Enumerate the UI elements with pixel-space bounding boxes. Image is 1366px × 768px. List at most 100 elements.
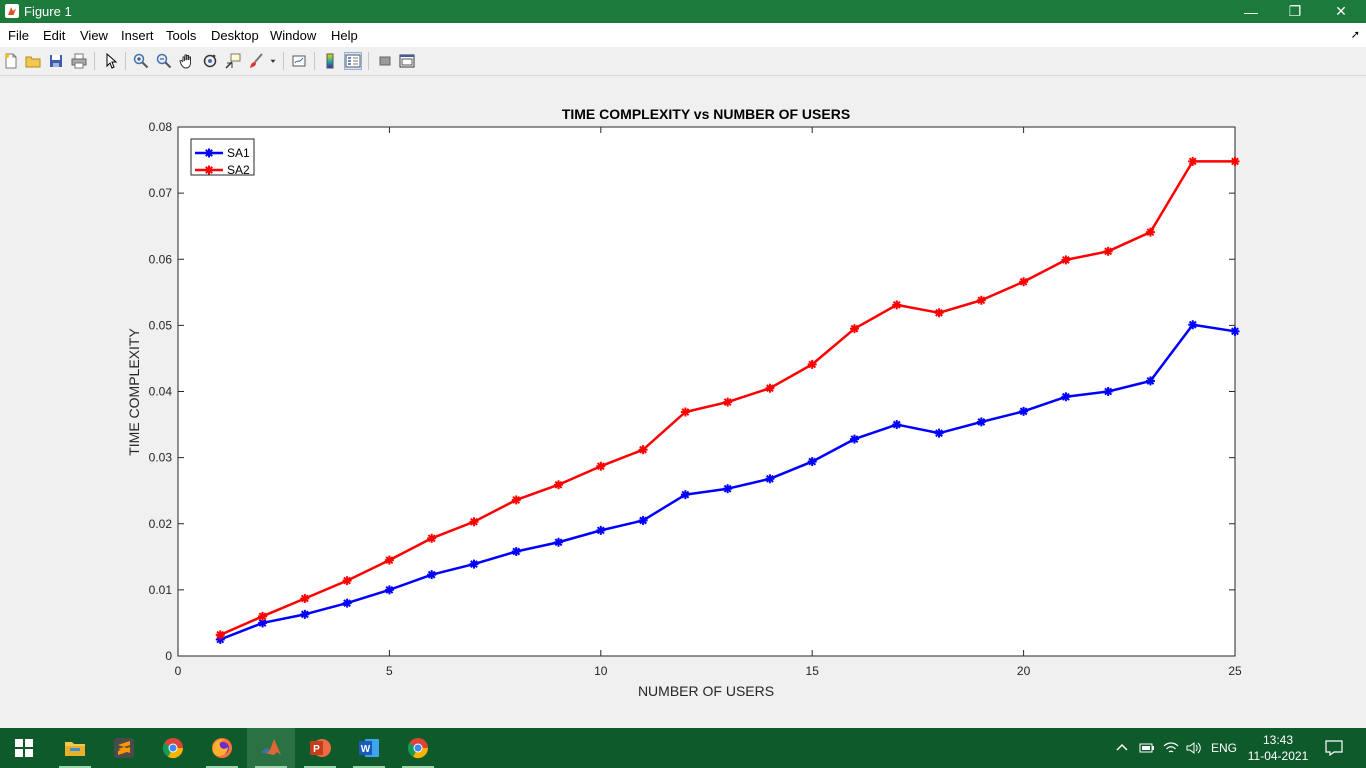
menu-window[interactable]: Window xyxy=(270,28,317,43)
data-point-sa2 xyxy=(342,576,352,586)
brush-icon xyxy=(250,53,263,68)
toolbar-separator xyxy=(314,52,315,70)
brush-dropdown-button[interactable] xyxy=(268,52,278,70)
menu-view[interactable]: View xyxy=(80,28,108,43)
open-file-button[interactable] xyxy=(24,52,42,70)
wifi-icon xyxy=(1163,742,1179,753)
data-point-sa2 xyxy=(638,445,648,455)
x-tick-label: 10 xyxy=(594,664,608,678)
save-button[interactable] xyxy=(47,52,65,70)
data-point-sa2 xyxy=(215,630,225,640)
rotate-3d-button[interactable] xyxy=(201,52,219,70)
link-plot-button[interactable] xyxy=(290,52,308,70)
zoom-in-button[interactable] xyxy=(132,52,150,70)
y-tick-label: 0.04 xyxy=(149,385,173,399)
show-hidden-icons-button[interactable] xyxy=(1112,728,1132,768)
print-button[interactable] xyxy=(70,52,88,70)
data-point-sa1 xyxy=(892,420,902,430)
data-point-sa2 xyxy=(849,324,859,334)
print-icon xyxy=(71,53,87,69)
data-point-sa2 xyxy=(1061,255,1071,265)
x-axis-label: NUMBER OF USERS xyxy=(638,683,774,699)
restore-icon: ❐ xyxy=(1288,3,1302,19)
zoom-out-button[interactable] xyxy=(155,52,173,70)
line-chart[interactable]: TIME COMPLEXITY vs NUMBER OF USERS NUMBE… xyxy=(0,76,1366,728)
dock-arrow-icon[interactable]: ➚ xyxy=(1350,29,1360,41)
data-point-sa2 xyxy=(469,517,479,527)
y-tick-label: 0.08 xyxy=(149,120,173,134)
legend-marker-sa1 xyxy=(204,148,214,158)
data-point-sa1 xyxy=(976,417,986,427)
start-button[interactable] xyxy=(0,728,48,768)
y-axis-label: TIME COMPLEXITY xyxy=(126,328,142,456)
toolbar-separator xyxy=(368,52,369,70)
taskbar-chrome-button[interactable] xyxy=(394,728,442,768)
data-point-sa2 xyxy=(976,295,986,305)
data-point-sa2 xyxy=(554,480,564,490)
clock-date: 11-04-2021 xyxy=(1247,749,1309,763)
menu-edit[interactable]: Edit xyxy=(43,28,66,43)
action-center-button[interactable] xyxy=(1318,728,1350,768)
data-point-sa2 xyxy=(1103,246,1113,256)
menu-bar: File Edit View Insert Tools Desktop Wind… xyxy=(0,23,1366,47)
taskbar-sublime-text-button[interactable] xyxy=(100,728,148,768)
y-tick-label: 0.03 xyxy=(149,451,173,465)
toolbar-separator xyxy=(125,52,126,70)
colorbar-icon xyxy=(326,53,334,69)
y-tick-label: 0.02 xyxy=(149,517,173,531)
legend-button[interactable] xyxy=(344,52,362,70)
x-tick-label: 0 xyxy=(175,664,182,678)
x-tick-label: 20 xyxy=(1017,664,1031,678)
colorbar-button[interactable] xyxy=(321,52,339,70)
hide-plot-tools-button[interactable] xyxy=(376,52,394,70)
taskbar-firefox-button[interactable] xyxy=(198,728,246,768)
chevron-up-icon xyxy=(1116,743,1128,751)
menu-help[interactable]: Help xyxy=(331,28,358,43)
taskbar-powerpoint-button[interactable]: P xyxy=(296,728,344,768)
series-sa1[interactable] xyxy=(215,320,1240,644)
taskbar-chrome-button[interactable] xyxy=(149,728,197,768)
data-point-sa1 xyxy=(1145,376,1155,386)
data-point-sa2 xyxy=(892,300,902,310)
open-file-icon xyxy=(25,56,41,68)
data-point-sa2 xyxy=(680,407,690,417)
language-indicator[interactable]: ENG xyxy=(1207,728,1241,768)
notification-icon xyxy=(1325,740,1343,756)
clock-time: 13:43 xyxy=(1262,733,1294,747)
figure-canvas: TIME COMPLEXITY vs NUMBER OF USERS NUMBE… xyxy=(0,76,1366,728)
new-figure-button[interactable] xyxy=(2,52,20,70)
menu-file[interactable]: File xyxy=(8,28,29,43)
show-plot-tools-button[interactable] xyxy=(398,52,416,70)
toolbar-separator xyxy=(94,52,95,70)
series-sa2[interactable] xyxy=(215,156,1240,640)
menu-desktop[interactable]: Desktop xyxy=(211,28,259,43)
data-point-sa1 xyxy=(1188,320,1198,330)
taskbar-word-button[interactable]: W xyxy=(345,728,393,768)
data-point-sa2 xyxy=(1188,156,1198,166)
speaker-icon xyxy=(1186,742,1201,754)
volume-button[interactable] xyxy=(1183,728,1205,768)
restore-button[interactable]: ❐ xyxy=(1272,0,1318,23)
data-cursor-button[interactable] xyxy=(224,52,242,70)
data-point-sa1 xyxy=(723,484,733,494)
data-point-sa2 xyxy=(1145,227,1155,237)
taskbar-file-explorer-button[interactable] xyxy=(51,728,99,768)
data-cursor-icon xyxy=(225,53,241,69)
network-button[interactable] xyxy=(1160,728,1182,768)
clock[interactable]: 13:43 11-04-2021 xyxy=(1244,728,1312,768)
close-button[interactable]: ✕ xyxy=(1318,0,1364,23)
battery-button[interactable] xyxy=(1136,728,1158,768)
rotate-3d-icon xyxy=(203,54,217,68)
sublime-text-icon xyxy=(113,737,135,759)
data-point-sa1 xyxy=(554,537,564,547)
minimize-button[interactable]: — xyxy=(1228,0,1274,23)
menu-insert[interactable]: Insert xyxy=(121,28,154,43)
data-point-sa2 xyxy=(807,359,817,369)
menu-tools[interactable]: Tools xyxy=(166,28,197,43)
pointer-button[interactable] xyxy=(102,52,120,70)
taskbar-matlab-button[interactable] xyxy=(247,728,295,768)
file-explorer-icon xyxy=(64,739,86,757)
brush-button[interactable] xyxy=(247,52,265,70)
pan-button[interactable] xyxy=(178,52,196,70)
